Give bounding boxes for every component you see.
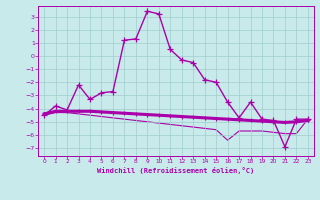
X-axis label: Windchill (Refroidissement éolien,°C): Windchill (Refroidissement éolien,°C) xyxy=(97,167,255,174)
